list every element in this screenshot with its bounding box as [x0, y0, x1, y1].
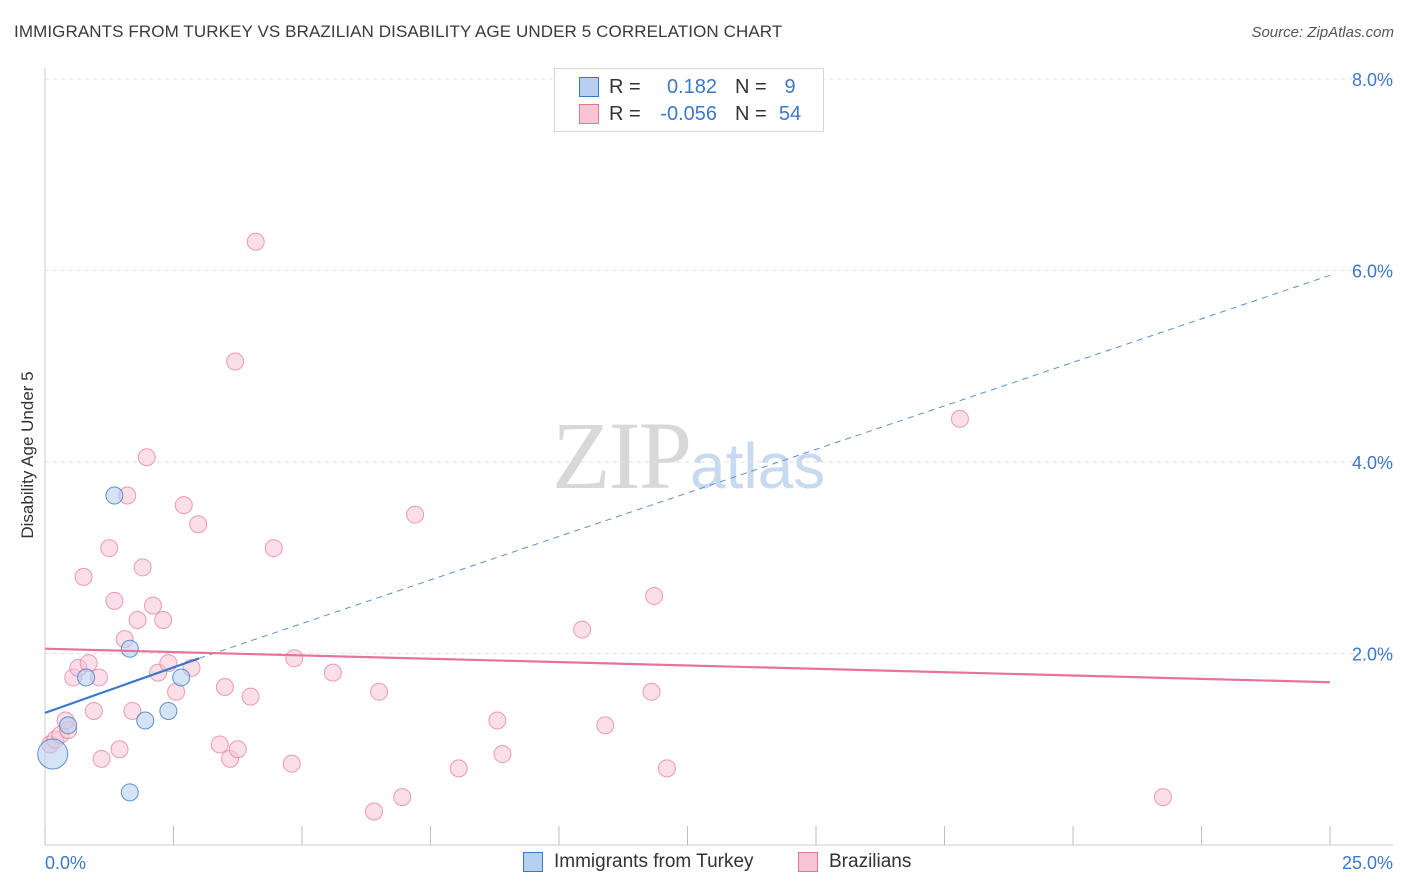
brazilians-swatch: [798, 852, 818, 872]
y-tick-label: 8.0%: [1352, 70, 1393, 90]
brazilians-point: [226, 352, 245, 371]
brazilians-point: [100, 539, 119, 558]
brazilians-point: [92, 749, 111, 768]
n-value: 9: [784, 75, 796, 98]
brazilians-point: [364, 802, 383, 821]
brazilians-point: [210, 735, 229, 754]
brazilians-point: [449, 759, 468, 778]
brazilians-point: [189, 515, 208, 534]
brazilians-point: [596, 716, 615, 735]
brazilians-point: [642, 682, 661, 701]
turkey-trend-line: [44, 657, 200, 714]
stats-row-brazilians: R = -0.056 N = 54: [579, 101, 805, 127]
turkey-point: [105, 486, 124, 505]
y-axis-label: Disability Age Under 5: [18, 371, 37, 539]
brazilians-point: [74, 567, 93, 586]
brazilians-point: [133, 558, 152, 577]
r-label: R =: [609, 102, 641, 125]
brazilians-point: [573, 620, 592, 639]
legend-label-turkey: Immigrants from Turkey: [554, 851, 754, 872]
turkey-point: [77, 668, 96, 687]
brazilians-point: [174, 496, 193, 515]
brazilians-point: [406, 505, 425, 524]
n-label: N =: [735, 102, 767, 125]
brazilians-point: [143, 596, 162, 615]
brazilians-point: [488, 711, 507, 730]
source-label: Source: ZipAtlas.com: [1251, 24, 1394, 41]
brazilians-point: [393, 788, 412, 807]
turkey-point: [172, 668, 191, 687]
x-tick-label: 25.0%: [1342, 853, 1393, 873]
stats-legend: R = 0.182 N = 9 R = -0.056 N = 54: [554, 68, 824, 132]
turkey-swatch: [523, 852, 543, 872]
series-legend: Immigrants from Turkey Brazilians: [0, 851, 1406, 877]
brazilians-point: [285, 649, 304, 668]
brazilians-point: [493, 745, 512, 764]
brazilians-point: [323, 663, 342, 682]
brazilians-point: [645, 587, 664, 606]
turkey-point: [120, 639, 139, 658]
watermark-zip: ZIP: [552, 402, 692, 509]
y-tick-label: 4.0%: [1352, 453, 1393, 473]
brazilians-point: [215, 678, 234, 697]
brazilians-point: [137, 448, 156, 467]
legend-label-brazilians: Brazilians: [829, 851, 912, 872]
brazilians-point: [950, 409, 969, 428]
watermark-atlas: atlas: [690, 430, 826, 502]
brazilians-point: [241, 687, 260, 706]
brazilians-point: [1153, 788, 1172, 807]
n-value: 54: [778, 102, 802, 125]
brazilians-point: [123, 701, 142, 720]
turkey-point: [159, 701, 178, 720]
legend-item-turkey[interactable]: Immigrants from Turkey: [523, 851, 754, 873]
turkey-point: [120, 783, 139, 802]
brazilians-point: [110, 740, 129, 759]
brazilians-point: [154, 610, 173, 629]
turkey-point: [136, 711, 155, 730]
brazilians-trend-line: [44, 647, 1331, 684]
brazilians-point: [264, 539, 283, 558]
chart-title: IMMIGRANTS FROM TURKEY VS BRAZILIAN DISA…: [14, 22, 783, 41]
brazilians-point: [370, 682, 389, 701]
brazilians-point: [128, 610, 147, 629]
turkey-swatch: [579, 77, 599, 97]
legend-item-brazilians[interactable]: Brazilians: [798, 851, 911, 873]
n-label: N =: [735, 75, 767, 98]
turkey-trend-extension: [199, 274, 1331, 659]
r-value: -0.056: [660, 102, 717, 125]
watermark: ZIPatlas: [552, 400, 825, 511]
turkey-point: [59, 716, 78, 735]
stats-row-turkey: R = 0.182 N = 9: [579, 74, 805, 100]
brazilians-point: [246, 232, 265, 251]
r-value: 0.182: [666, 75, 717, 98]
brazilians-point: [282, 754, 301, 773]
x-tick-label: 0.0%: [45, 853, 86, 873]
r-label: R =: [609, 75, 641, 98]
turkey-point: [37, 738, 69, 770]
brazilians-point: [657, 759, 676, 778]
brazilians-point: [84, 701, 103, 720]
brazilians-swatch: [579, 104, 599, 124]
y-tick-label: 2.0%: [1352, 645, 1393, 665]
y-tick-label: 6.0%: [1352, 262, 1393, 282]
brazilians-point: [228, 740, 247, 759]
brazilians-point: [105, 591, 124, 610]
